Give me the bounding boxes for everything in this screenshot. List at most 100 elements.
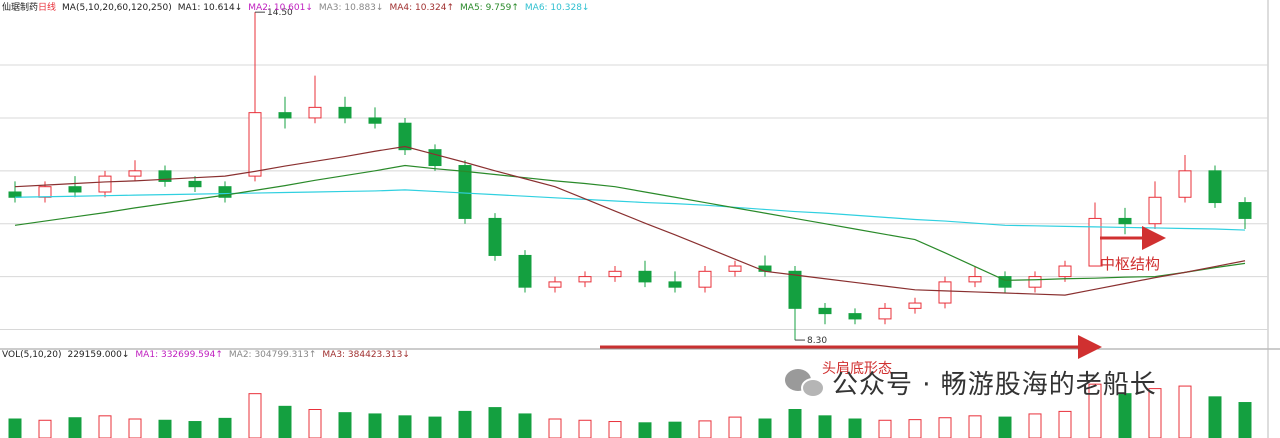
candle-body: [968, 276, 982, 283]
candle-body: [698, 270, 712, 288]
candle-body: [1118, 217, 1132, 225]
volume-bar: [1058, 410, 1072, 438]
candle-body: [908, 302, 922, 309]
volume-bar: [548, 418, 562, 438]
volume-bar: [1238, 402, 1252, 438]
volume-bar: [128, 418, 142, 438]
low-label: 8.30: [807, 336, 827, 346]
volume-ma-labels: MA1: 332699.594↑ MA2: 304799.313↑ MA3: 384…: [135, 350, 415, 360]
volume-bar: [1148, 388, 1162, 438]
candle-body: [1088, 217, 1102, 267]
candle-body: [578, 276, 592, 283]
volume-bar: [98, 415, 112, 438]
volume-bar: [188, 421, 202, 438]
volume-bar: [368, 413, 382, 438]
candle-body: [608, 270, 622, 278]
ma-label: MA5: 9.759↑: [460, 3, 519, 13]
volume-bar: [908, 419, 922, 438]
volume-bar: [788, 409, 802, 438]
volume-bar: [8, 418, 22, 438]
volume-bar: [278, 405, 292, 438]
candle-body: [1178, 170, 1192, 198]
pattern-label: 头肩底形态: [822, 361, 892, 377]
candle-body: [428, 149, 442, 167]
volume-bar: [518, 413, 532, 438]
candle-body: [158, 170, 172, 182]
candle-body: [68, 186, 82, 193]
ma-label: MA6: 10.328↓: [524, 3, 590, 13]
volume-bar: [68, 417, 82, 438]
candle-body: [818, 307, 832, 315]
wechat-icon: [785, 369, 825, 398]
candle-body: [368, 117, 382, 124]
candle-body: [128, 170, 142, 177]
candle-body: [218, 186, 232, 198]
candle-body: [338, 106, 352, 119]
candle-body: [8, 191, 22, 198]
candle-body: [788, 270, 802, 309]
candle-body: [1148, 196, 1162, 225]
ma-line: [14, 145, 1246, 296]
ma-labels: MA1: 10.614↓ MA2: 10.601↓ MA3: 10.883↓ MA4:…: [178, 3, 596, 13]
volume-bar: [608, 421, 622, 438]
stock-name: 仙琚制药: [2, 3, 39, 13]
candle-body: [38, 186, 52, 198]
candle-body: [398, 122, 412, 151]
watermark: 公众号 · 畅游股海的老船长: [832, 370, 1157, 400]
candle-body: [488, 217, 502, 256]
volume-bar: [398, 415, 412, 438]
volume-ma-label: MA3: 384423.313↓: [322, 350, 410, 360]
volume-bar: [698, 420, 712, 438]
volume-bar: [998, 416, 1012, 438]
candle-body: [308, 106, 322, 119]
volume-title: VOL(5,10,20): [2, 350, 62, 360]
volume-bar: [158, 419, 172, 438]
volume-bar: [758, 418, 772, 438]
volume-bar: [638, 422, 652, 438]
candle-body: [758, 265, 772, 272]
volume-bar: [248, 393, 262, 438]
candle-body: [998, 276, 1012, 288]
candle-body: [518, 254, 532, 288]
candle-body: [848, 313, 862, 320]
candle-body: [98, 175, 112, 193]
volume-ma-label: MA1: 332699.594↑: [135, 350, 223, 360]
candle-body: [248, 112, 262, 177]
ma-label: MA3: 10.883↓: [318, 3, 384, 13]
volume-bar: [488, 407, 502, 438]
period: 日线: [38, 3, 57, 13]
volume-bar: [38, 419, 52, 438]
ma-params: MA(5,10,20,60,120,250): [62, 3, 172, 13]
volume-bar: [1178, 385, 1192, 438]
volume-bar: [818, 415, 832, 438]
volume-bar: [218, 417, 232, 438]
candle-body: [278, 112, 292, 119]
candle-body: [1208, 170, 1222, 204]
candle-body: [188, 180, 202, 188]
volume-bar: [578, 419, 592, 438]
volume-ma-label: MA2: 304799.313↑: [228, 350, 317, 360]
candle-body: [668, 281, 682, 288]
pivot-label: 中枢结构: [1100, 255, 1160, 273]
volume-bar: [1028, 413, 1042, 438]
candle-body: [1058, 265, 1072, 278]
volume-bar: [878, 419, 892, 438]
volume-current: 229159.000↓: [67, 350, 130, 360]
candle-body: [548, 281, 562, 288]
price-header: 仙琚制药日线 MA(5,10,20,60,120,250) MA1: 10.614↓…: [2, 0, 601, 13]
volume-bar: [308, 409, 322, 438]
ma-line: [14, 164, 1246, 281]
volume-bar: [938, 417, 952, 438]
candle-body: [728, 265, 742, 272]
candle-body: [638, 270, 652, 283]
ma-label: MA2: 10.601↓: [248, 3, 313, 13]
volume-bar: [668, 421, 682, 438]
candle-body: [938, 281, 952, 304]
candle-body: [1238, 202, 1252, 219]
ma-label: MA1: 10.614↓: [177, 3, 243, 13]
ma-line: [14, 189, 1246, 231]
candle-body: [1028, 276, 1042, 288]
ma-label: MA4: 10.324↑: [389, 3, 455, 13]
volume-bar: [968, 415, 982, 438]
